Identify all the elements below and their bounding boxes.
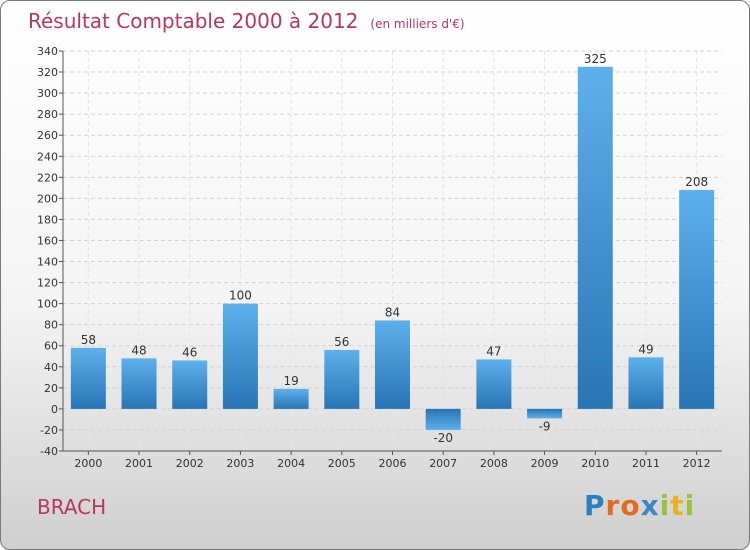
data-label: 58: [81, 333, 96, 347]
bar-2007: [425, 408, 461, 430]
y-tick-label: 340: [37, 45, 58, 58]
bar-2005: [324, 349, 360, 409]
bar-2001: [121, 358, 157, 409]
bar-2000: [70, 347, 106, 409]
y-tick-label: 320: [37, 66, 58, 79]
data-label: 84: [385, 305, 400, 319]
chart-title: Résultat Comptable 2000 à 2012 (en millie…: [28, 9, 465, 33]
x-tick-label: 2007: [429, 457, 457, 470]
bar-2006: [375, 320, 410, 409]
x-tick-label: 2011: [632, 457, 660, 470]
y-tick-label: 200: [37, 192, 58, 205]
bar-2010: [577, 66, 613, 409]
y-tick-label: 20: [44, 382, 58, 395]
x-tick-label: 2001: [125, 457, 153, 470]
y-tick-label: 220: [37, 171, 58, 184]
y-tick-label: 180: [37, 213, 58, 226]
y-tick-label: 140: [37, 256, 58, 269]
y-tick-label: 100: [37, 298, 58, 311]
y-tick-label: 0: [51, 403, 58, 416]
data-label: -20: [433, 431, 453, 445]
data-label: 49: [638, 342, 653, 356]
data-label: 47: [486, 344, 501, 358]
data-label: 100: [229, 289, 252, 303]
y-tick-label: -40: [40, 445, 58, 458]
y-tick-label: 240: [37, 150, 58, 163]
bar-2009: [527, 408, 563, 419]
data-label: 19: [283, 374, 298, 388]
x-tick-label: 2004: [277, 457, 305, 470]
y-tick-label: 80: [44, 319, 58, 332]
bar-2008: [476, 359, 512, 409]
y-tick-label: 120: [37, 277, 58, 290]
chart-subtitle: (en milliers d'€): [370, 17, 465, 31]
y-tick-label: 60: [44, 340, 58, 353]
x-tick-label: 2002: [176, 457, 204, 470]
y-tick-label: 40: [44, 361, 58, 374]
x-tick-label: 2000: [74, 457, 102, 470]
data-label: 208: [685, 175, 708, 189]
bar-2012: [679, 189, 715, 409]
x-tick-label: 2008: [480, 457, 508, 470]
x-tick-label: 2003: [226, 457, 254, 470]
proxiti-logo: Proxiti: [584, 489, 696, 522]
x-tick-label: 2012: [683, 457, 711, 470]
data-label: 56: [334, 335, 349, 349]
x-tick-label: 2010: [581, 457, 609, 470]
data-label: -9: [539, 419, 551, 433]
bar-2004: [273, 388, 309, 409]
y-tick-label: 160: [37, 234, 58, 247]
data-label: 48: [131, 343, 146, 357]
y-tick-label: 300: [37, 87, 58, 100]
data-label: 46: [182, 345, 197, 359]
location-name: BRACH: [37, 495, 107, 519]
y-tick-label: 260: [37, 129, 58, 142]
x-tick-label: 2006: [379, 457, 407, 470]
data-label: 325: [584, 52, 607, 66]
x-tick-label: 2009: [531, 457, 559, 470]
y-tick-label: -20: [40, 424, 58, 437]
bar-2003: [222, 303, 258, 409]
bar-2011: [628, 357, 664, 409]
y-tick-label: 280: [37, 108, 58, 121]
chart-title-text: Résultat Comptable 2000 à 2012: [28, 9, 359, 33]
bar-2002: [172, 360, 208, 409]
x-tick-label: 2005: [328, 457, 356, 470]
